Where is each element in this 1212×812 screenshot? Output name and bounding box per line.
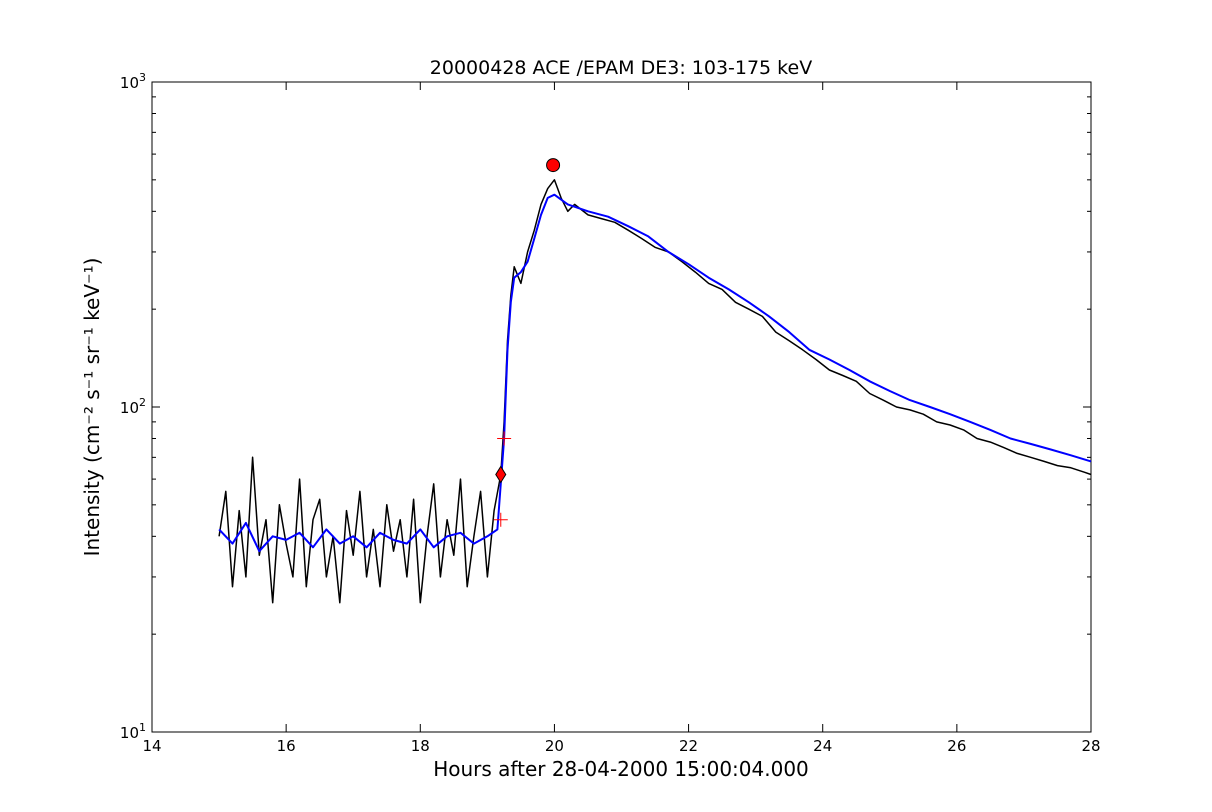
plot-area: 14 16 18 20 22 24 26 28 101 102 103 [120, 71, 1101, 755]
x-tick-label: 16 [277, 737, 296, 755]
y-tick-label: 101 [120, 721, 146, 742]
uncertainty-marker [493, 512, 508, 527]
y-tick-label: 102 [120, 396, 146, 417]
x-tick-label: 28 [1081, 737, 1100, 755]
onset-marker [495, 465, 507, 484]
peak-marker [546, 158, 561, 173]
x-tick-label: 18 [411, 737, 430, 755]
marker-layer [493, 158, 561, 527]
series-line-raw [218, 179, 1092, 604]
x-axis-label: Hours after 28-04-2000 15:00:04.000 [433, 757, 809, 781]
x-tick-label: 14 [142, 737, 161, 755]
x-tick-label: 24 [813, 737, 832, 755]
x-tick-label: 22 [679, 737, 698, 755]
x-tick-label: 20 [545, 737, 564, 755]
y-tick-label: 103 [120, 71, 146, 92]
x-tick-label: 26 [947, 737, 966, 755]
series-line-smoothed [218, 193, 1092, 553]
tick-layer: 14 16 18 20 22 24 26 28 101 102 103 [120, 71, 1101, 755]
series-layer [218, 179, 1092, 604]
uncertainty-marker [497, 431, 512, 446]
chart-title: 20000428 ACE /EPAM DE3: 103-175 keV [430, 57, 812, 79]
axes-frame [151, 81, 1092, 733]
y-axis-label: Intensity (cm⁻² s⁻¹ sr⁻¹ keV⁻¹) [80, 258, 104, 557]
